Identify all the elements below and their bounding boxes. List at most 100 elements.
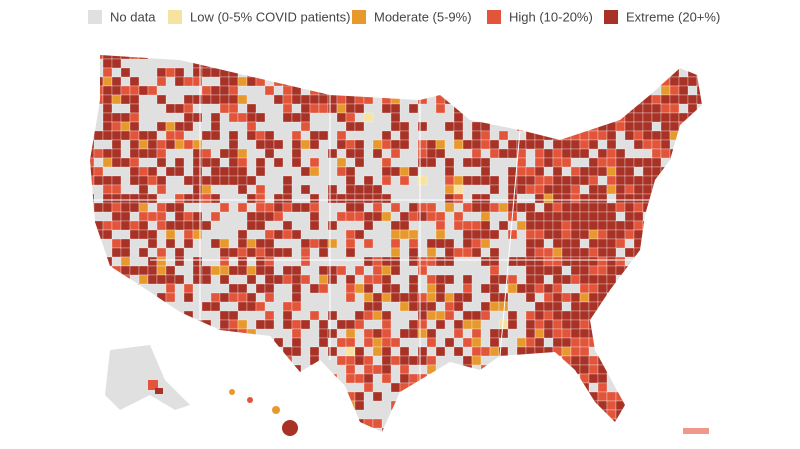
county: [696, 256, 702, 267]
county: [570, 301, 581, 312]
county: [543, 418, 554, 429]
county: [111, 55, 122, 60]
county: [345, 148, 356, 159]
county: [156, 247, 167, 258]
county: [660, 130, 671, 141]
county: [489, 139, 500, 150]
county: [597, 319, 608, 330]
county: [111, 148, 122, 159]
county: [660, 310, 671, 321]
county: [534, 301, 545, 312]
county: [90, 238, 95, 249]
county: [552, 229, 563, 240]
county: [219, 265, 230, 276]
county: [462, 382, 473, 393]
county: [291, 364, 302, 375]
county: [228, 265, 239, 276]
county: [138, 328, 149, 339]
county: [453, 130, 464, 141]
county: [597, 130, 608, 141]
county: [327, 67, 338, 78]
county: [210, 328, 221, 339]
county: [120, 265, 131, 276]
county: [498, 112, 509, 123]
county: [264, 238, 275, 249]
county: [480, 382, 491, 393]
county: [642, 319, 653, 330]
county: [246, 274, 257, 285]
county: [588, 130, 599, 141]
county: [660, 112, 671, 123]
county: [534, 238, 545, 249]
county: [660, 103, 671, 114]
county: [669, 184, 680, 195]
county: [390, 121, 401, 132]
county: [372, 55, 383, 60]
county: [516, 337, 527, 348]
county: [129, 229, 140, 240]
legend-swatch: [604, 10, 618, 24]
county: [183, 76, 194, 87]
county: [543, 292, 554, 303]
county: [669, 319, 680, 330]
county: [444, 193, 455, 204]
county: [255, 157, 266, 168]
county: [588, 256, 599, 267]
county: [300, 103, 311, 114]
county: [309, 85, 320, 96]
county: [327, 400, 338, 411]
county: [192, 355, 203, 366]
county: [624, 328, 635, 339]
county: [444, 184, 455, 195]
county: [660, 265, 671, 276]
county: [579, 220, 590, 231]
county: [489, 328, 500, 339]
county: [255, 58, 266, 69]
county: [372, 337, 383, 348]
county: [597, 346, 608, 357]
county: [489, 283, 500, 294]
county: [615, 229, 626, 240]
county: [642, 85, 653, 96]
county: [174, 55, 185, 60]
county: [480, 238, 491, 249]
county: [102, 85, 113, 96]
county: [660, 148, 671, 159]
county: [255, 355, 266, 366]
county: [597, 391, 608, 402]
county: [642, 175, 653, 186]
county: [651, 301, 662, 312]
county: [588, 310, 599, 321]
county: [111, 157, 122, 168]
county: [660, 67, 671, 78]
county: [255, 130, 266, 141]
county: [561, 139, 572, 150]
county: [633, 373, 644, 384]
county: [138, 319, 149, 330]
county: [246, 193, 257, 204]
county: [255, 382, 266, 393]
county: [183, 94, 194, 105]
county: [462, 274, 473, 285]
county: [255, 112, 266, 123]
county: [597, 121, 608, 132]
county: [408, 400, 419, 411]
county: [93, 256, 104, 267]
county: [444, 238, 455, 249]
county: [489, 274, 500, 285]
county: [444, 247, 455, 258]
county: [615, 55, 626, 60]
county: [165, 55, 176, 60]
county: [273, 211, 284, 222]
county: [579, 310, 590, 321]
county: [408, 274, 419, 285]
county: [309, 211, 320, 222]
county: [678, 337, 689, 348]
county: [90, 328, 95, 339]
county: [678, 319, 689, 330]
county: [534, 373, 545, 384]
county: [543, 382, 554, 393]
county: [606, 418, 617, 429]
county: [201, 55, 212, 60]
county: [210, 355, 221, 366]
